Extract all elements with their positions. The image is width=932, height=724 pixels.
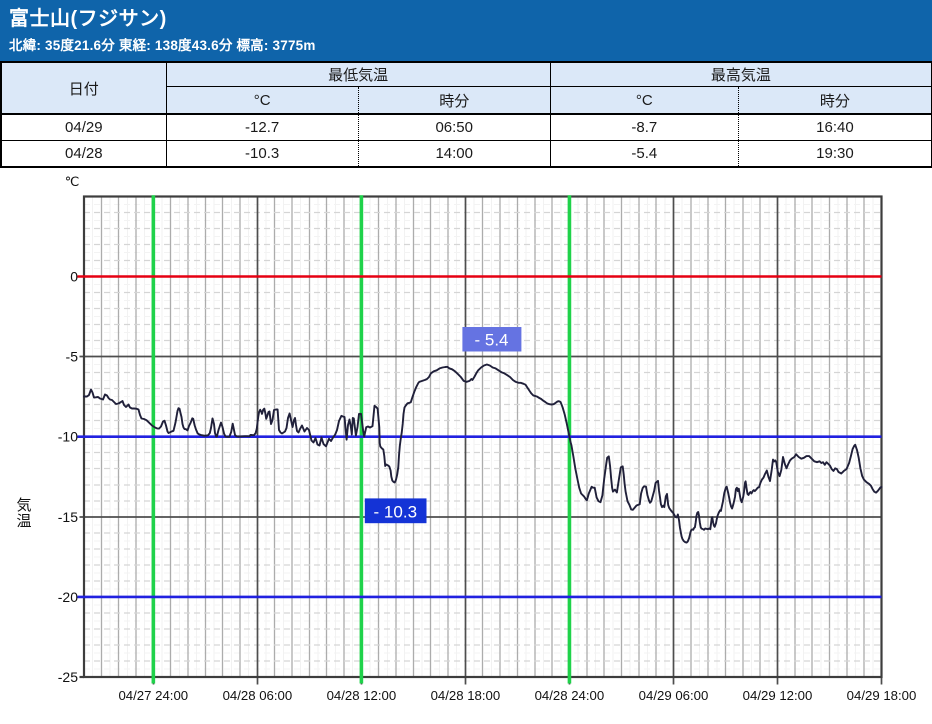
svg-text:04/28 12:00: 04/28 12:00 [327,688,397,703]
svg-text:- 10.3: - 10.3 [374,503,417,522]
svg-text:04/29 12:00: 04/29 12:00 [743,688,813,703]
svg-text:0: 0 [70,269,78,285]
svg-text:気温: 気温 [16,497,31,530]
svg-text:-15: -15 [58,509,78,525]
svg-text:-5: -5 [66,349,79,365]
svg-text:-10: -10 [58,429,78,445]
svg-text:-25: -25 [58,669,78,685]
svg-text:℃: ℃ [65,174,80,189]
svg-text:-20: -20 [58,589,78,605]
svg-text:04/28 18:00: 04/28 18:00 [431,688,501,703]
svg-text:04/28 24:00: 04/28 24:00 [535,688,605,703]
svg-text:- 5.4: - 5.4 [474,331,508,350]
svg-text:04/29 06:00: 04/29 06:00 [639,688,709,703]
svg-text:04/27 24:00: 04/27 24:00 [118,688,188,703]
svg-text:04/29 18:00: 04/29 18:00 [847,688,917,703]
svg-text:04/28 06:00: 04/28 06:00 [223,688,293,703]
